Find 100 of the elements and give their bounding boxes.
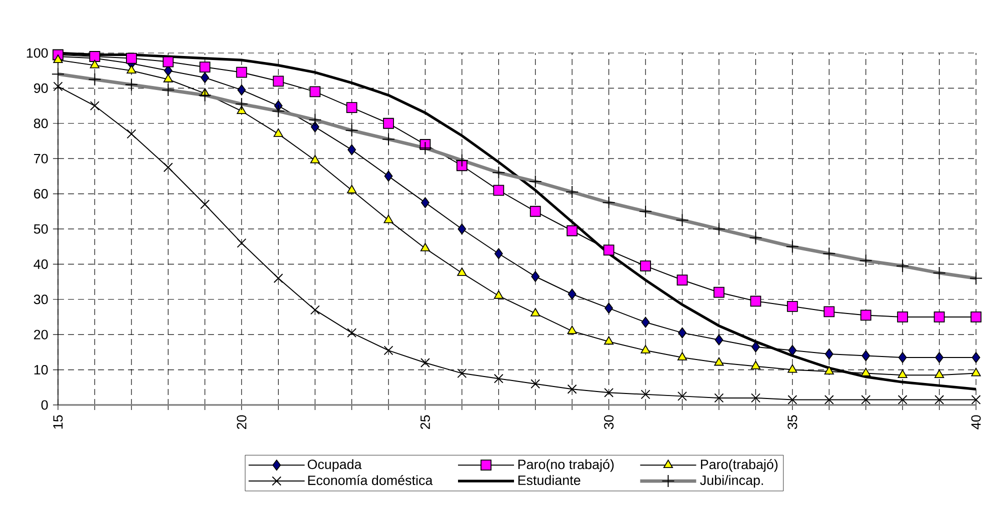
point bbox=[603, 244, 614, 256]
point bbox=[604, 302, 614, 314]
y-tick-label: 50 bbox=[34, 224, 48, 234]
point bbox=[824, 394, 834, 404]
point bbox=[788, 364, 798, 373]
legend-label: Jubi/incap. bbox=[700, 475, 763, 488]
point bbox=[310, 121, 320, 132]
point bbox=[237, 84, 246, 96]
point bbox=[200, 72, 210, 84]
y-tick-label: 30 bbox=[34, 294, 48, 304]
point bbox=[934, 312, 945, 322]
point bbox=[420, 242, 430, 252]
point bbox=[200, 200, 210, 210]
point bbox=[348, 144, 356, 156]
point bbox=[898, 370, 908, 378]
point bbox=[530, 308, 540, 316]
y-tick-label: 0 bbox=[41, 400, 48, 410]
x-tick-label: 15 bbox=[53, 415, 63, 429]
point bbox=[934, 370, 944, 378]
point bbox=[862, 350, 870, 362]
point bbox=[788, 344, 797, 356]
point bbox=[568, 288, 576, 300]
point bbox=[163, 74, 173, 82]
x-tick-label: 30 bbox=[604, 415, 614, 430]
point bbox=[714, 286, 724, 298]
point bbox=[678, 391, 687, 401]
point bbox=[750, 360, 760, 370]
point bbox=[126, 52, 137, 64]
point bbox=[163, 162, 173, 172]
y-tick-label: 70 bbox=[34, 154, 48, 164]
point bbox=[494, 374, 504, 384]
point bbox=[457, 368, 467, 378]
point bbox=[530, 379, 540, 389]
point bbox=[493, 184, 504, 196]
x-tick-label: 40 bbox=[971, 415, 981, 430]
point bbox=[640, 260, 651, 272]
x-tick-label: 20 bbox=[236, 415, 246, 429]
y-tick-label: 90 bbox=[34, 83, 48, 93]
y-tick-label: 100 bbox=[26, 48, 48, 58]
point bbox=[824, 366, 834, 374]
point bbox=[274, 128, 284, 137]
legend-label: Economía doméstica bbox=[308, 475, 433, 486]
point bbox=[640, 344, 650, 354]
y-tick-label: 40 bbox=[34, 259, 48, 269]
point bbox=[346, 102, 358, 113]
point bbox=[310, 86, 320, 98]
point bbox=[457, 268, 467, 276]
point bbox=[567, 384, 577, 394]
point bbox=[714, 334, 724, 346]
point bbox=[566, 225, 578, 236]
point bbox=[788, 394, 798, 404]
point bbox=[494, 290, 504, 299]
point bbox=[935, 352, 944, 363]
point bbox=[898, 352, 907, 363]
point bbox=[714, 393, 724, 403]
legend-label: Paro(no trabajó) bbox=[518, 459, 614, 472]
x-tick-label: 25 bbox=[420, 415, 430, 429]
point bbox=[310, 305, 320, 315]
point bbox=[310, 154, 320, 164]
point bbox=[347, 328, 357, 338]
point bbox=[384, 170, 393, 182]
point bbox=[641, 316, 650, 328]
y-tick-label: 80 bbox=[34, 118, 48, 128]
point bbox=[750, 296, 762, 307]
point bbox=[898, 394, 908, 404]
point bbox=[384, 346, 394, 356]
point bbox=[676, 274, 688, 286]
point bbox=[604, 336, 614, 345]
point bbox=[786, 300, 798, 312]
point bbox=[274, 274, 284, 284]
point bbox=[346, 184, 357, 194]
point bbox=[420, 358, 430, 368]
point bbox=[90, 60, 100, 68]
point bbox=[53, 54, 63, 63]
point bbox=[383, 118, 394, 129]
point bbox=[531, 271, 540, 282]
point bbox=[678, 327, 686, 338]
point bbox=[421, 197, 430, 208]
legend-label: Ocupada bbox=[308, 459, 362, 472]
point bbox=[640, 390, 650, 400]
point bbox=[751, 341, 760, 352]
point bbox=[458, 224, 466, 234]
point bbox=[824, 348, 834, 360]
point bbox=[750, 393, 760, 403]
point bbox=[126, 65, 136, 74]
point bbox=[90, 101, 100, 111]
point bbox=[824, 306, 835, 318]
legend-label: Paro(trabajó) bbox=[700, 459, 778, 472]
point bbox=[567, 326, 577, 334]
point bbox=[714, 357, 724, 366]
y-tick-label: 60 bbox=[34, 189, 48, 199]
y-tick-label: 10 bbox=[34, 365, 48, 375]
point bbox=[53, 82, 63, 92]
point bbox=[934, 394, 944, 404]
point bbox=[861, 394, 871, 404]
point bbox=[199, 62, 210, 73]
point bbox=[530, 206, 541, 217]
point bbox=[897, 312, 908, 322]
point bbox=[126, 129, 136, 139]
point bbox=[860, 310, 872, 321]
